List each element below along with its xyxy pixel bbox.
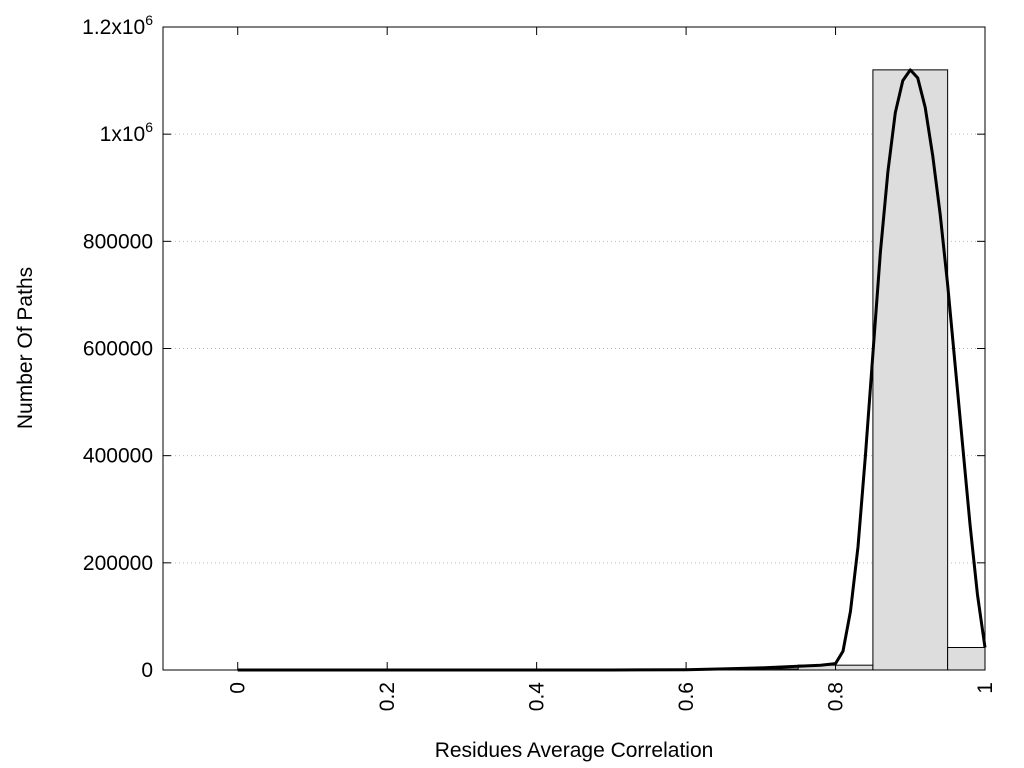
y-tick-label: 0 xyxy=(141,659,153,682)
x-tick-label: 0.4 xyxy=(526,682,549,712)
y-axis-title: Number Of Paths xyxy=(14,267,37,429)
y-tick-label: 1x106 xyxy=(100,119,154,146)
y-tick-label: 1.2x106 xyxy=(82,12,153,39)
x-tick-label: 0.8 xyxy=(825,682,848,711)
y-tick-label: 400000 xyxy=(83,445,153,468)
grid-layer xyxy=(163,133,985,564)
x-tick-label: 0 xyxy=(227,682,250,694)
x-tick-label: 0.2 xyxy=(376,682,399,711)
y-tick-label: 200000 xyxy=(83,552,153,575)
histogram-bar xyxy=(872,69,949,671)
histogram-bar xyxy=(947,646,986,671)
y-tick-label: 600000 xyxy=(83,338,153,361)
x-axis: 0 0.2 0.4 0.6 0.8 1 xyxy=(227,27,997,711)
y-tick-label: 800000 xyxy=(83,230,153,253)
x-tick-label: 1 xyxy=(974,682,997,694)
y-axis: 0 200000 400000 600000 800000 1x106 1.2x106 xyxy=(82,12,985,682)
plot-frame xyxy=(162,26,986,671)
x-axis-title: Residues Average Correlation xyxy=(435,739,714,762)
x-tick-label: 0.6 xyxy=(675,682,698,711)
